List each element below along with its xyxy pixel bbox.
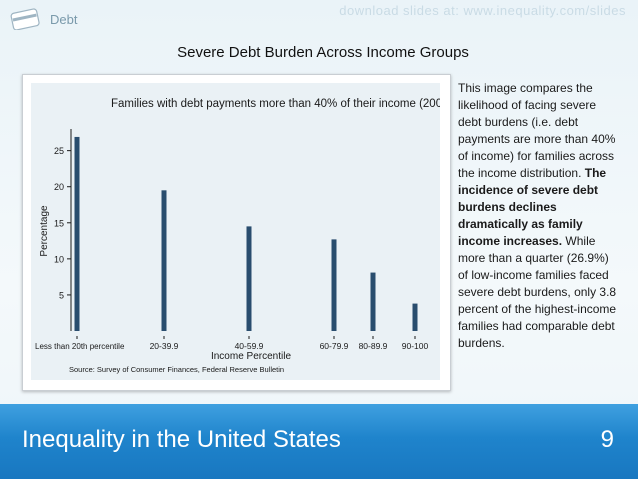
x-tick-label: 60-79.9 — [320, 341, 349, 351]
footer-bar: Inequality in the United States 9 — [0, 404, 638, 479]
page-number: 9 — [600, 426, 614, 453]
description-text: This image compares the likelihood of fa… — [458, 80, 618, 352]
y-tick-label: 25 — [54, 146, 64, 156]
bar — [74, 136, 80, 331]
credit-card-icon — [10, 8, 40, 30]
x-axis-title: Income Percentile — [211, 351, 291, 362]
watermark: download slides at: www.inequality.com/s… — [339, 3, 626, 18]
x-tick-label: 90-100 — [402, 341, 429, 351]
x-tick-label: 80-89.9 — [359, 341, 388, 351]
description-plain-2: While more than a quarter (26.9%) of low… — [458, 234, 617, 350]
bar — [161, 190, 167, 331]
bar — [331, 239, 337, 331]
y-tick-label: 20 — [54, 182, 64, 192]
slide-title: Severe Debt Burden Across Income Groups — [177, 44, 469, 61]
bar-chart: Families with debt payments more than 40… — [35, 98, 452, 374]
description-plain-1: This image compares the likelihood of fa… — [458, 81, 616, 180]
section-label: Debt — [50, 11, 78, 27]
description-bold: The incidence of severe debt burdens dec… — [458, 166, 607, 248]
y-tick-label: 15 — [54, 218, 64, 228]
section-tag: Debt — [10, 8, 77, 30]
x-tick-label: 40-59.9 — [235, 341, 264, 351]
footer-title: Inequality in the United States — [22, 426, 341, 453]
chart-panel: Families with debt payments more than 40… — [31, 83, 452, 380]
bar — [412, 303, 418, 331]
chart-title: Families with debt payments more than 40… — [111, 98, 440, 110]
y-tick-label: 5 — [59, 290, 64, 300]
x-tick-label: 20-39.9 — [150, 341, 179, 351]
chart-frame: Families with debt payments more than 40… — [22, 74, 452, 391]
y-axis-title: Percentage — [39, 205, 50, 257]
chart-source: Source: Survey of Consumer Finances, Fed… — [69, 365, 284, 374]
x-tick-label: Less than 20th percentile — [35, 342, 125, 351]
bar — [246, 226, 252, 331]
bar — [370, 272, 376, 331]
y-tick-label: 10 — [54, 254, 64, 264]
